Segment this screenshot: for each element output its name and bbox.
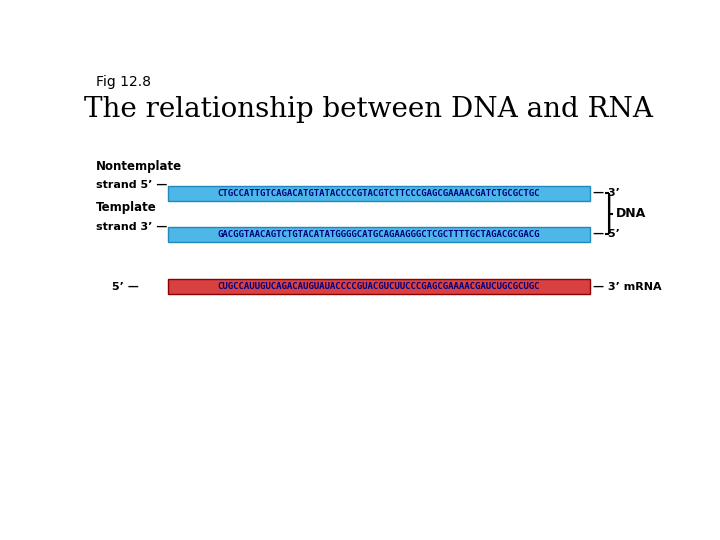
Text: — 5’: — 5’ <box>593 229 620 239</box>
Text: The relationship between DNA and RNA: The relationship between DNA and RNA <box>84 96 654 123</box>
Text: strand 5’ —: strand 5’ — <box>96 180 168 190</box>
Text: strand 3’ —: strand 3’ — <box>96 221 168 232</box>
Text: Template: Template <box>96 201 157 214</box>
Text: GACGGTAACAGTCTGTACATATGGGGCATGCAGAAGGGCTCGCTTTTGCTAGACGCGACG: GACGGTAACAGTCTGTACATATGGGGCATGCAGAAGGGCT… <box>217 230 540 239</box>
Text: Nontemplate: Nontemplate <box>96 160 182 173</box>
Text: CTGCCATTGTCAGACATGTATACCCCGTACGTCTTCCCGAGCGAAAACGATCTGCGCTGC: CTGCCATTGTCAGACATGTATACCCCGTACGTCTTCCCGA… <box>217 189 540 198</box>
FancyBboxPatch shape <box>168 186 590 201</box>
Text: Fig 12.8: Fig 12.8 <box>96 75 151 89</box>
Text: 5’ —: 5’ — <box>112 281 139 292</box>
Text: DNA: DNA <box>616 207 646 220</box>
Text: CUGCCAUUGUCAGACAUGUAUACCCCGUACGUCUUCCCGAGCGAAAACGAUCUGCGCUGC: CUGCCAUUGUCAGACAUGUAUACCCCGUACGUCUUCCCGA… <box>217 282 540 291</box>
Text: — 3’ mRNA: — 3’ mRNA <box>593 281 662 292</box>
FancyBboxPatch shape <box>168 279 590 294</box>
FancyBboxPatch shape <box>168 226 590 242</box>
Text: — 3’: — 3’ <box>593 188 620 198</box>
